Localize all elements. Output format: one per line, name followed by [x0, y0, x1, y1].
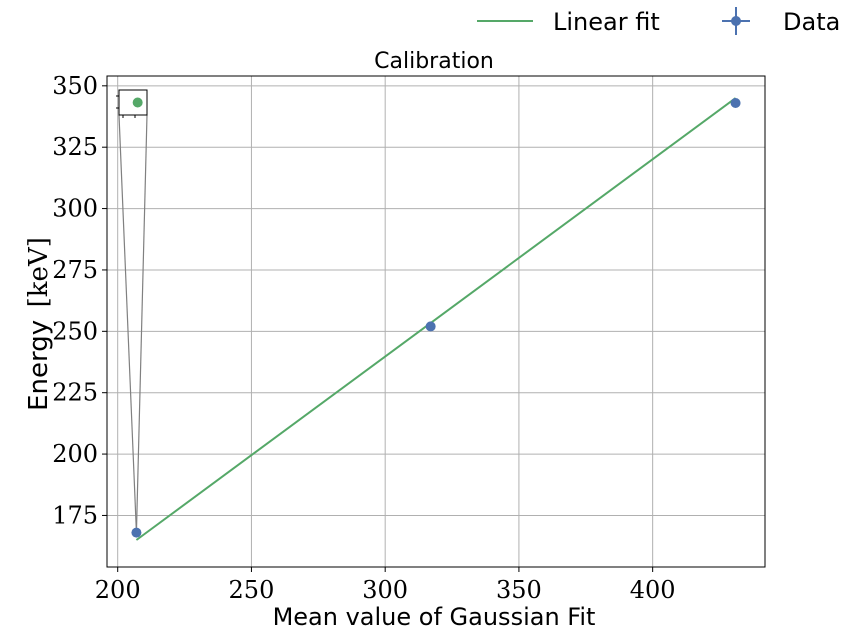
y-tick-label: 225	[52, 379, 98, 407]
legend-data-label: Data	[783, 8, 840, 36]
legend: Linear fit Data	[477, 7, 840, 36]
y-tick-label: 275	[52, 256, 98, 284]
legend-linear-fit-label: Linear fit	[553, 8, 660, 36]
x-tick-label: 300	[362, 576, 408, 604]
inset-connectors	[118, 114, 148, 533]
data-point	[730, 98, 741, 109]
inset-connector	[118, 114, 138, 533]
y-tick-label: 325	[52, 133, 98, 161]
x-axis-label: Mean value of Gaussian Fit	[273, 603, 596, 631]
chart-title: Calibration	[374, 49, 494, 74]
inset-axes	[116, 89, 148, 118]
x-tick-label: 250	[229, 576, 275, 604]
data-point	[131, 527, 142, 538]
y-tick-label: 175	[52, 501, 98, 529]
y-axis-ticks: 175 200 225 250 275 300 325 350	[52, 72, 107, 529]
grid	[107, 76, 765, 567]
y-tick-label: 300	[52, 195, 98, 223]
y-tick-label: 350	[52, 72, 98, 100]
legend-data-swatch	[722, 7, 750, 35]
inset-connector	[135, 114, 148, 533]
x-tick-label: 350	[496, 576, 542, 604]
inset-point	[132, 97, 143, 108]
y-tick-label: 250	[52, 317, 98, 345]
plot-area	[131, 97, 741, 541]
y-axis-label-unit: [keV]	[24, 237, 54, 307]
y-axis-label-text: Energy	[24, 320, 54, 411]
x-tick-label: 200	[95, 576, 141, 604]
axes-frame	[106, 75, 766, 568]
fit-line	[135, 97, 737, 541]
x-tick-label: 400	[630, 576, 676, 604]
y-tick-label: 200	[52, 440, 98, 468]
data-point	[425, 321, 436, 332]
y-axis-label: Energy [keV]	[24, 237, 54, 411]
x-axis-ticks: 200 250 300 350 400	[95, 567, 676, 604]
